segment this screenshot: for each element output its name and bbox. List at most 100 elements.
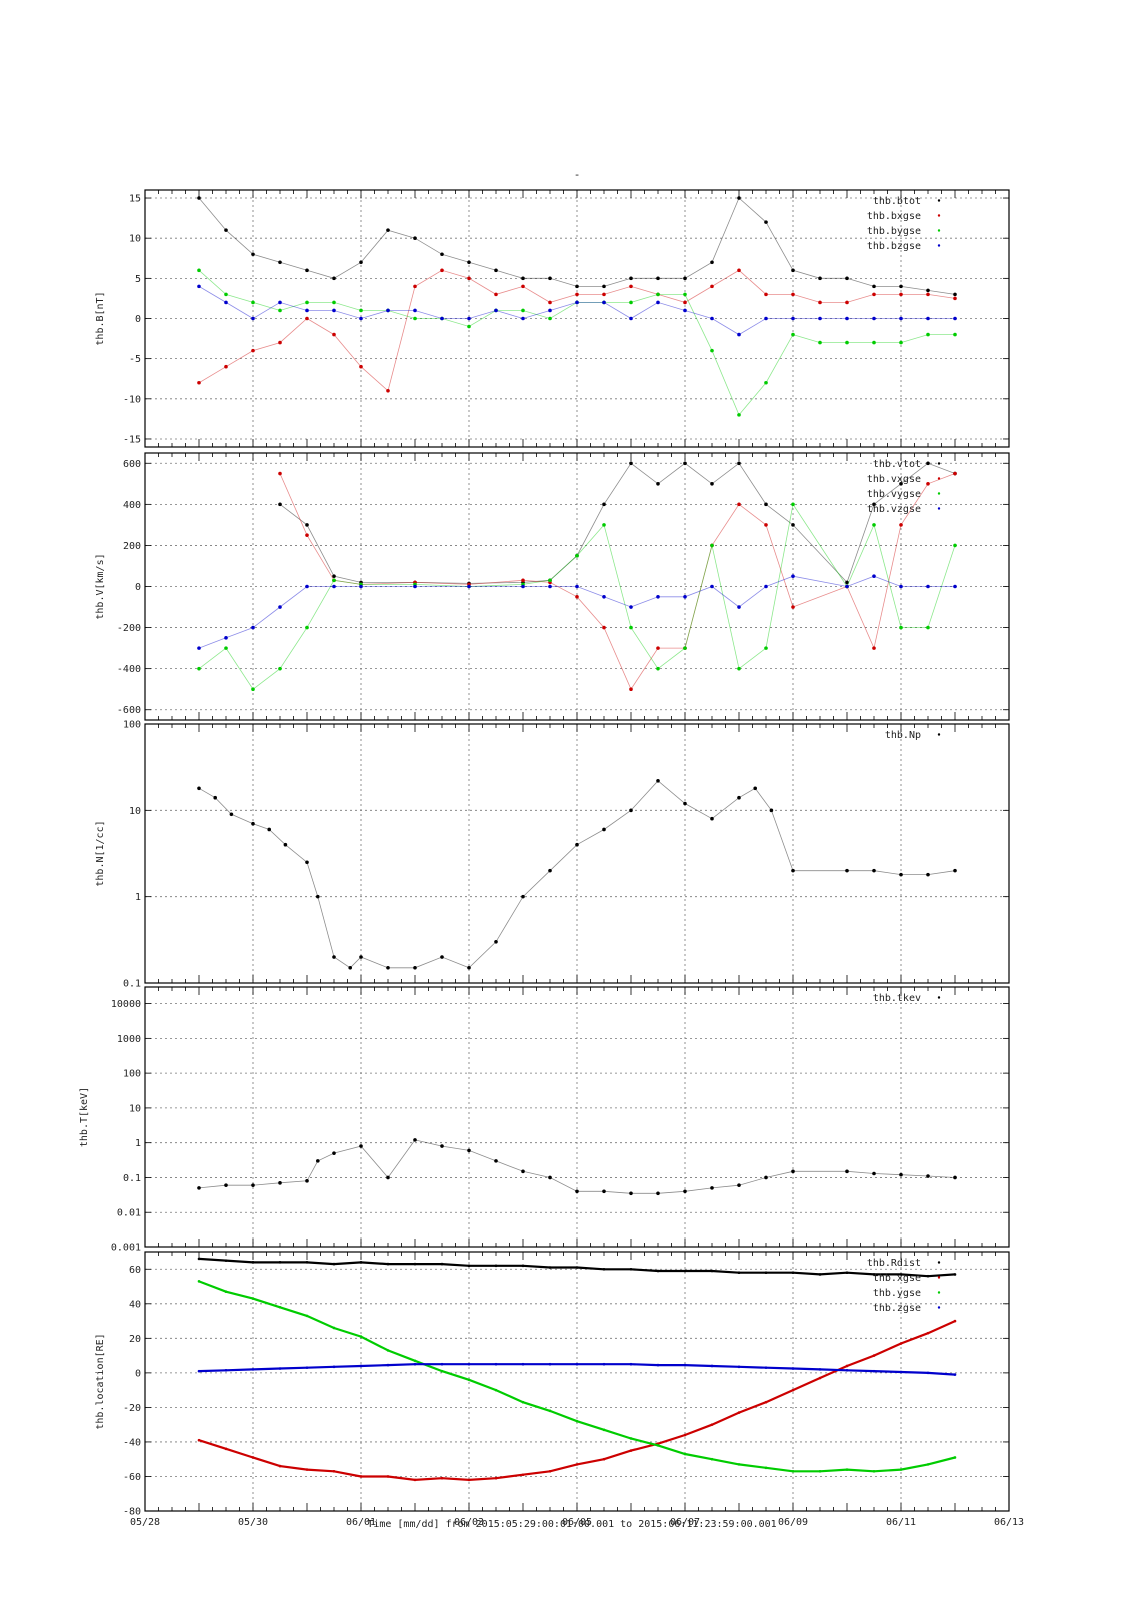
data-point <box>710 1457 714 1461</box>
series-thb-Rdist <box>197 1257 957 1278</box>
data-point <box>737 1365 741 1369</box>
data-point <box>629 461 633 466</box>
time-axis-caption: Time [mm/dd] from 2015:05:29:00:01:00.00… <box>367 1519 776 1530</box>
data-point <box>710 584 714 589</box>
data-point <box>521 276 525 281</box>
data-point <box>386 1262 390 1266</box>
data-point <box>764 292 768 297</box>
data-point <box>278 300 282 305</box>
data-point <box>575 1463 579 1466</box>
series-thb-zgse <box>197 1362 957 1376</box>
data-point <box>602 300 606 305</box>
data-point <box>467 316 471 321</box>
data-point <box>332 1365 336 1369</box>
data-point <box>845 1468 849 1471</box>
data-point <box>521 1473 525 1477</box>
data-point <box>953 296 957 301</box>
data-point <box>229 812 234 817</box>
data-point <box>332 574 336 579</box>
data-point <box>467 1478 471 1482</box>
data-point <box>764 380 768 385</box>
series-thb-bxgse <box>197 268 957 393</box>
data-point <box>440 1262 444 1266</box>
data-point <box>467 1378 471 1382</box>
data-point <box>872 523 876 527</box>
data-point <box>899 1172 903 1177</box>
legend-swatch <box>937 229 941 232</box>
data-point <box>548 1469 552 1473</box>
data-point <box>602 1457 606 1461</box>
data-point <box>386 1175 390 1180</box>
data-point <box>753 786 757 791</box>
data-point <box>332 1469 336 1473</box>
data-point <box>737 795 741 800</box>
legend-swatch <box>937 462 941 465</box>
data-point <box>845 340 849 345</box>
data-point <box>305 860 309 865</box>
data-point <box>629 1449 633 1452</box>
data-point <box>332 1151 336 1155</box>
y-tick-label: 0.01 <box>117 1208 141 1219</box>
data-point <box>872 340 876 345</box>
data-point <box>521 316 525 321</box>
data-point <box>899 316 903 321</box>
x-tick-label: 06/11 <box>886 1517 916 1528</box>
data-point <box>251 821 255 826</box>
data-point <box>575 284 579 289</box>
x-tick-label: 06/13 <box>994 1517 1024 1528</box>
data-point <box>710 1269 714 1273</box>
series-trace <box>279 473 956 691</box>
data-point <box>629 1437 633 1440</box>
x-tick-label: 06/03 <box>454 1517 484 1528</box>
data-point <box>305 1314 309 1318</box>
data-point <box>386 308 390 313</box>
data-point <box>251 1183 255 1187</box>
y-tick-label: 0.1 <box>123 979 141 990</box>
data-point <box>602 523 606 527</box>
data-point <box>602 292 606 297</box>
data-point <box>197 380 201 385</box>
data-point <box>872 284 876 289</box>
data-point <box>197 1186 201 1190</box>
data-point <box>548 1175 552 1180</box>
y-tick-label: 1 <box>135 1138 141 1149</box>
data-point <box>818 300 822 305</box>
data-point <box>602 1189 606 1194</box>
data-point <box>316 1159 320 1163</box>
data-point <box>575 594 579 599</box>
legend-label: thb.vxgse <box>867 474 921 485</box>
data-point <box>926 1274 930 1278</box>
data-point <box>899 292 903 297</box>
data-point <box>683 276 687 281</box>
data-point <box>197 196 201 200</box>
data-point <box>899 1370 903 1374</box>
panel-4: 0.001 0.01 0.1 1 10 100 1000 10000 thb.T[keV] thb… <box>79 986 1010 1254</box>
data-point <box>224 1183 228 1187</box>
series-thb-btot <box>197 196 957 297</box>
data-point <box>683 1433 687 1437</box>
data-point <box>872 1469 876 1473</box>
data-point <box>926 482 930 486</box>
data-point <box>926 1174 930 1178</box>
data-point <box>440 268 444 273</box>
legend-label: thb.Np <box>885 730 921 741</box>
legend-label: thb.zgse <box>873 1303 921 1314</box>
data-point <box>629 1191 633 1196</box>
data-point <box>332 332 336 337</box>
data-point <box>305 1261 309 1264</box>
data-point <box>926 584 930 589</box>
legend-swatch <box>937 244 941 247</box>
data-point <box>926 292 930 297</box>
data-point <box>197 1280 201 1283</box>
data-point <box>467 324 471 329</box>
data-point <box>440 252 444 257</box>
legend-label: thb.ygse <box>873 1288 921 1299</box>
data-point <box>683 1269 687 1273</box>
data-point <box>683 1452 687 1456</box>
plot-frame <box>144 986 1010 1248</box>
data-point <box>872 1354 876 1357</box>
x-tick-label: 06/09 <box>778 1517 808 1528</box>
data-point <box>575 1419 579 1423</box>
data-point <box>899 584 903 589</box>
data-point <box>818 1376 822 1380</box>
